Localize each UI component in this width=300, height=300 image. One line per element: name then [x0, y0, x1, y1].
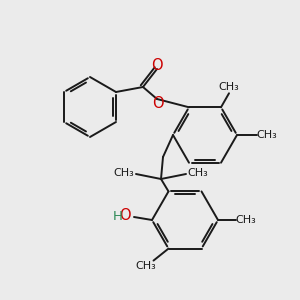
Text: O: O: [151, 58, 163, 73]
Text: CH₃: CH₃: [256, 130, 278, 140]
Text: O: O: [152, 95, 164, 110]
Text: CH₃: CH₃: [219, 82, 239, 92]
Text: CH₃: CH₃: [135, 261, 156, 271]
Text: H: H: [113, 209, 123, 223]
Text: O: O: [119, 208, 131, 224]
Text: CH₃: CH₃: [188, 168, 208, 178]
Text: CH₃: CH₃: [114, 168, 134, 178]
Text: CH₃: CH₃: [236, 215, 256, 225]
